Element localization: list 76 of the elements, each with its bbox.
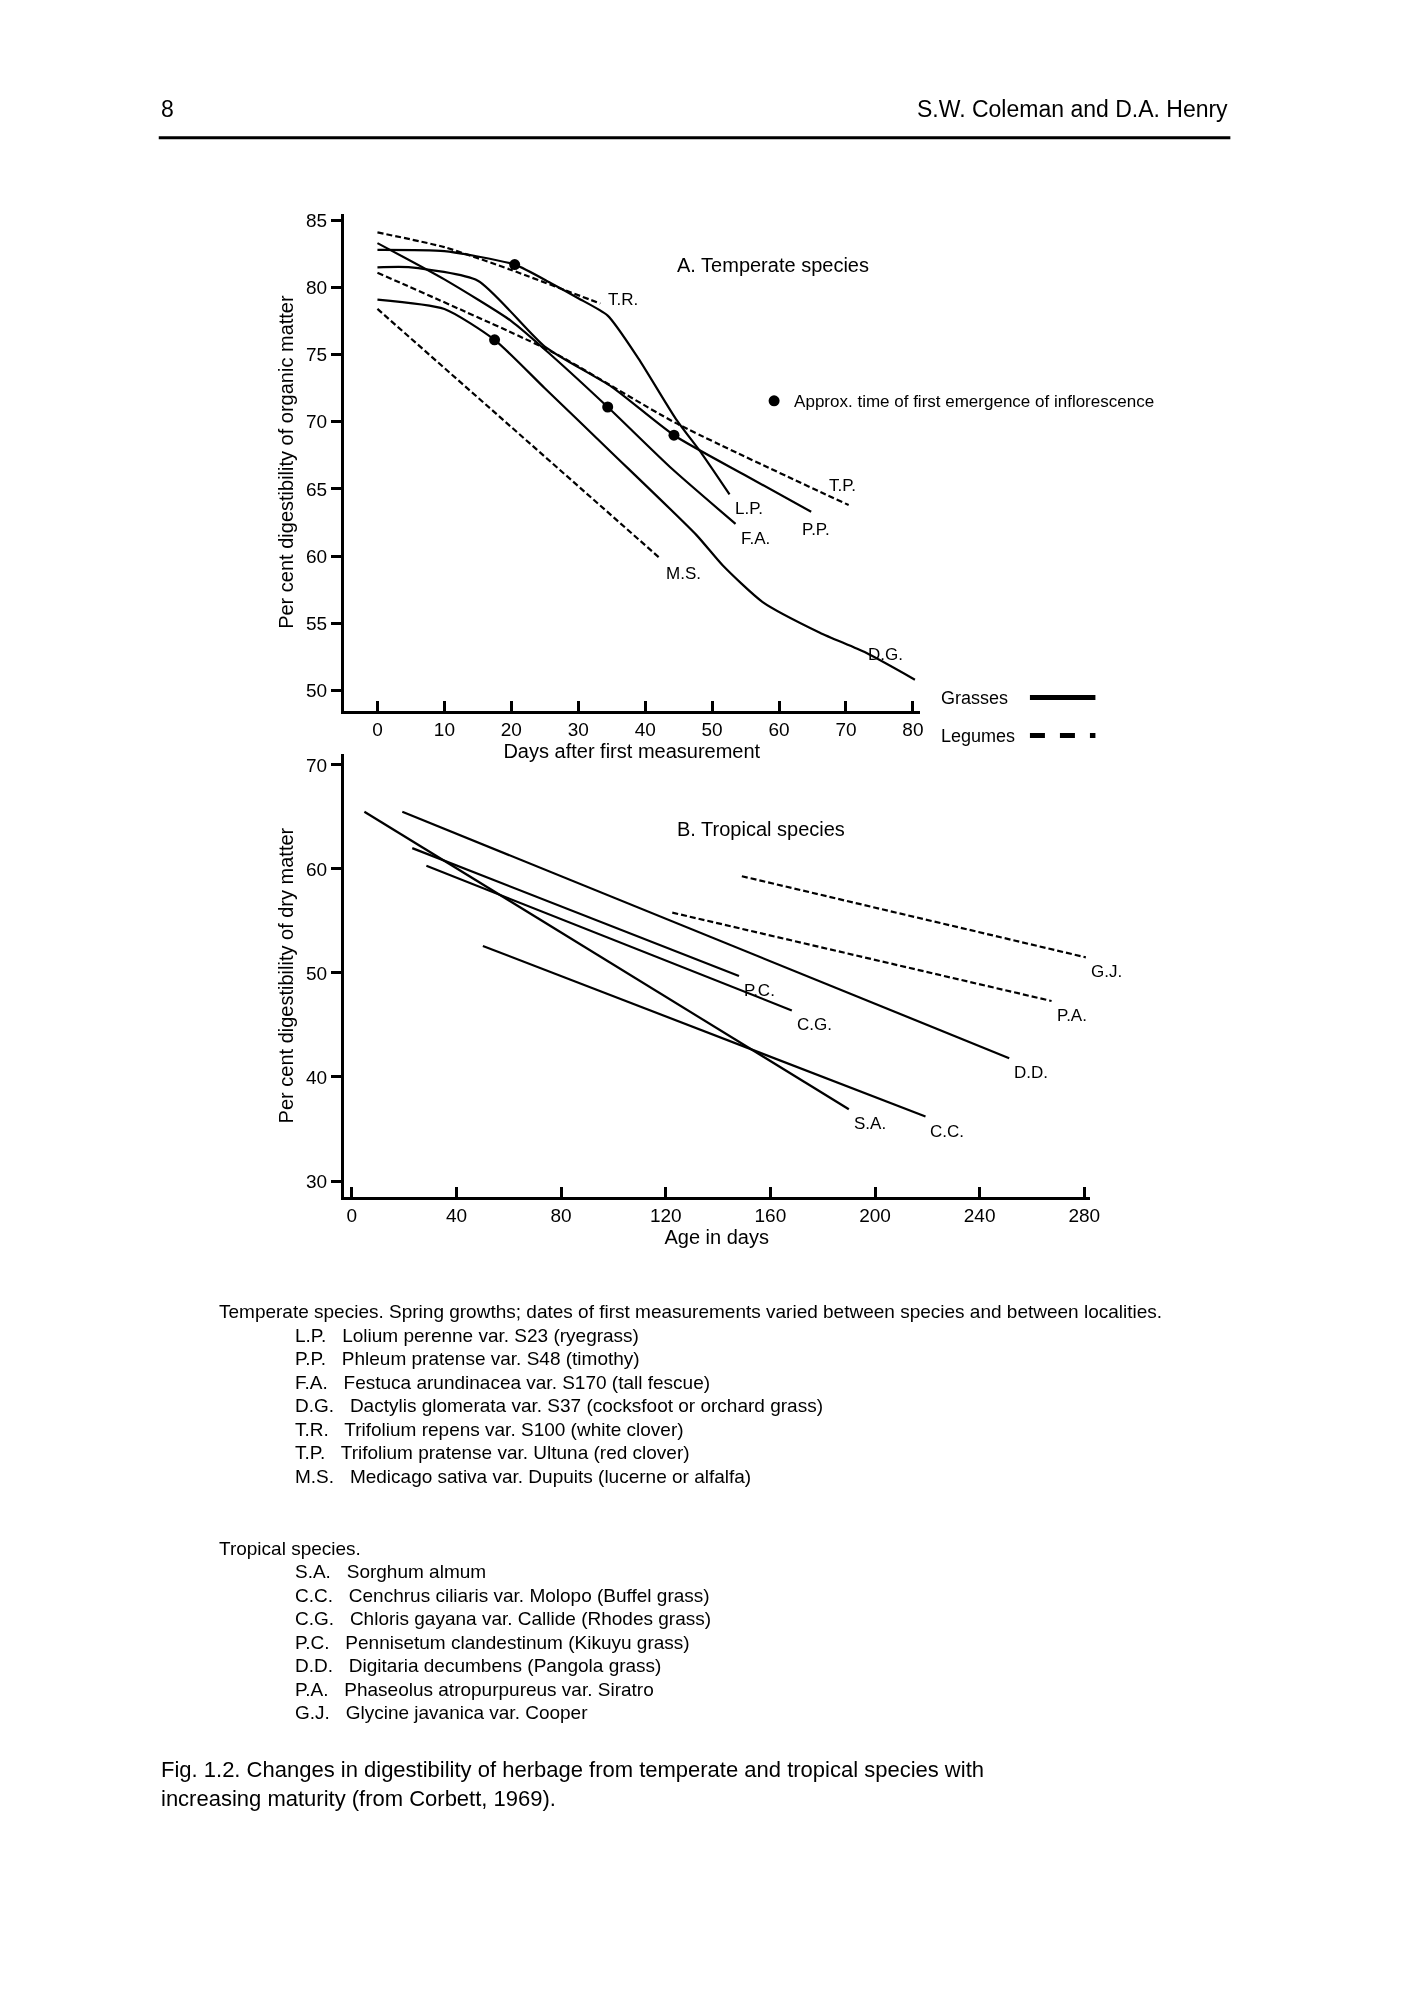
y-tick-label: 75 bbox=[306, 344, 328, 366]
y-axis-title: Per cent digestibility of organic matter bbox=[274, 295, 297, 629]
x-tick-label: 40 bbox=[445, 1205, 468, 1227]
series-label: L.P. bbox=[735, 499, 764, 518]
point bbox=[489, 334, 501, 346]
series-label: S.A. bbox=[854, 1114, 887, 1133]
text: C.G. Chloris gayana var. Callide (Rhodes grass) bbox=[295, 1608, 712, 1629]
x-tick-label: 0 bbox=[372, 719, 383, 741]
y-tick-label: 55 bbox=[306, 612, 328, 634]
caption: Fig. 1.2. Changes in digestibility of herbage from temperate and tropical species with increasing maturity (from Corbett, 1969). bbox=[161, 1757, 984, 1811]
series-label: D.G. bbox=[868, 645, 903, 664]
x-tick-label: 240 bbox=[963, 1205, 996, 1227]
y-tick-label: 40 bbox=[306, 1066, 328, 1088]
text: T.P. Trifolium pratense var. Ultuna (red clover) bbox=[295, 1442, 690, 1463]
x-tick-label: 200 bbox=[859, 1205, 891, 1227]
x-tick-label: 50 bbox=[701, 719, 723, 741]
series-label: C.C. bbox=[930, 1122, 964, 1141]
text: D.G. Dactylis glomerata var. S37 (cocksfoot or orchard grass) bbox=[295, 1395, 823, 1416]
x-tick-label: 280 bbox=[1068, 1205, 1101, 1227]
x-axis-title: Age in days bbox=[664, 1226, 769, 1249]
point bbox=[509, 259, 521, 271]
y-tick-label: 30 bbox=[306, 1170, 328, 1192]
series-label: P.P. bbox=[802, 520, 830, 539]
series-label: P.A. bbox=[1057, 1006, 1087, 1025]
x-tick-label: 80 bbox=[902, 719, 924, 741]
text: F.A. Festuca arundinacea var. S170 (tall fescue) bbox=[295, 1372, 711, 1393]
legend-label: Approx. time of first emergence of inflorescence bbox=[794, 392, 1155, 412]
text: 8 bbox=[161, 96, 174, 122]
y-tick-label: 65 bbox=[306, 478, 328, 500]
series-label: M.S. bbox=[666, 564, 701, 583]
point bbox=[602, 401, 614, 413]
text: T.R. Trifolium repens var. S100 (white clover) bbox=[295, 1419, 684, 1440]
text: P.C. Pennisetum clandestinum (Kikuyu grass) bbox=[295, 1632, 690, 1653]
text: S.A. Sorghum almum bbox=[295, 1561, 487, 1582]
series-label: D.D. bbox=[1014, 1063, 1048, 1082]
y-tick-label: 80 bbox=[306, 277, 328, 299]
y-tick-label: 70 bbox=[306, 754, 328, 776]
x-tick-label: 30 bbox=[567, 719, 589, 741]
y-tick-label: 70 bbox=[306, 411, 328, 433]
point bbox=[668, 429, 680, 441]
x-tick-label: 10 bbox=[433, 719, 455, 741]
x-tick-label: 60 bbox=[768, 719, 790, 741]
series-label: G.J. bbox=[1091, 962, 1123, 981]
x-tick-label: 160 bbox=[754, 1205, 787, 1227]
x-tick-label: 80 bbox=[550, 1205, 572, 1227]
x-tick-label: 0 bbox=[346, 1205, 358, 1227]
text: B. Tropical species bbox=[677, 818, 845, 840]
text: P.A. Phaseolus atropurpureus var. Siratro bbox=[295, 1679, 654, 1700]
y-tick-label: 85 bbox=[306, 209, 328, 231]
series-label: T.P. bbox=[829, 476, 857, 495]
x-tick-label: 20 bbox=[500, 719, 522, 741]
text: L.P. Lolium perenne var. S23 (ryegrass) bbox=[295, 1325, 639, 1346]
series-label: C.G. bbox=[797, 1015, 832, 1034]
series-label: F.A. bbox=[741, 529, 771, 548]
y-tick-label: 50 bbox=[306, 680, 328, 702]
series-label: T.R. bbox=[608, 290, 639, 309]
y-tick-label: 60 bbox=[306, 858, 328, 880]
text: Tropical species. bbox=[219, 1538, 361, 1559]
text: G.J. Glycine javanica var. Cooper bbox=[295, 1702, 589, 1723]
series-label: P.C. bbox=[744, 981, 775, 1000]
text: P.P. Phleum pratense var. S48 (timothy) bbox=[295, 1348, 640, 1369]
x-tick-label: 120 bbox=[649, 1205, 682, 1227]
text: M.S. Medicago sativa var. Dupuits (lucerne or alfalfa) bbox=[295, 1466, 752, 1487]
text: S.W. Coleman and D.A. Henry bbox=[917, 96, 1229, 122]
text: Grasses bbox=[941, 688, 1009, 708]
y-axis-title: Per cent digestibility of dry matter bbox=[274, 827, 297, 1124]
y-tick-label: 60 bbox=[306, 545, 328, 567]
x-tick-label: 70 bbox=[835, 719, 857, 741]
text: Legumes bbox=[941, 726, 1016, 746]
x-tick-label: 40 bbox=[634, 719, 656, 741]
text: A. Temperate species bbox=[677, 254, 869, 276]
text: Temperate species. Spring growths; dates of first measurements varied between species and between localities. bbox=[219, 1301, 1163, 1322]
x-axis-title: Days after first measurement bbox=[503, 740, 761, 763]
y-tick-label: 50 bbox=[306, 962, 328, 984]
text: C.C. Cenchrus ciliaris var. Molopo (Buffel grass) bbox=[295, 1585, 710, 1606]
text: D.D. Digitaria decumbens (Pangola grass) bbox=[295, 1655, 662, 1676]
